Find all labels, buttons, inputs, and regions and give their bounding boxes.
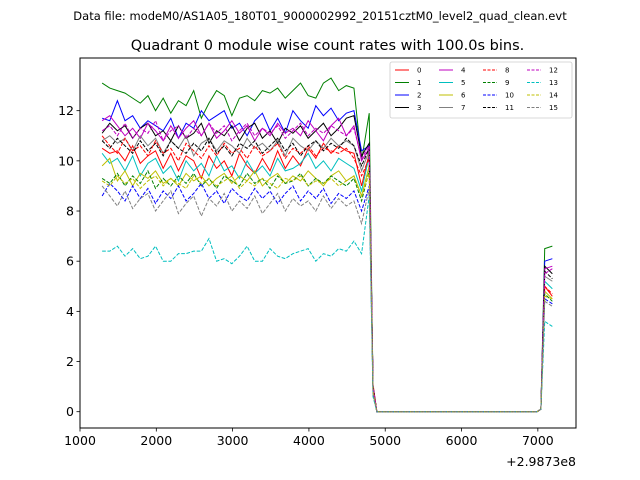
series-line-4 [101, 115, 553, 413]
legend-label-14: 14 [549, 92, 558, 100]
legend-label-11: 11 [505, 104, 514, 112]
series-lines [101, 77, 553, 413]
legend-label-0: 0 [417, 67, 421, 75]
x-axis: 1000 2000 3000 4000 5000 6000 7000 [64, 428, 554, 448]
suptitle: Data file: modeM0/AS1A05_180T01_90000029… [73, 9, 567, 23]
legend-label-15: 15 [549, 104, 558, 112]
y-tick-label: 10 [58, 153, 74, 168]
y-tick-label: 6 [66, 254, 74, 269]
series-line-12 [101, 119, 553, 413]
y-axis: 0 2 4 6 8 10 12 [58, 103, 80, 419]
series-line-7 [101, 134, 553, 413]
legend-label-5: 5 [461, 79, 465, 87]
plot-area-frame [79, 57, 577, 429]
legend-label-1: 1 [417, 79, 421, 87]
y-tick-label: 12 [58, 103, 74, 118]
legend-label-9: 9 [505, 79, 509, 87]
series-line-0 [101, 142, 553, 413]
chart-title: Quadrant 0 module wise count rates with … [131, 38, 525, 54]
x-tick-label: 1000 [64, 433, 96, 448]
x-tick-label: 7000 [522, 433, 554, 448]
series-line-13 [102, 195, 553, 413]
legend-frame [389, 61, 573, 119]
legend-label-6: 6 [461, 92, 466, 100]
legend-label-12: 12 [549, 67, 558, 75]
series-line-8 [101, 135, 553, 413]
series-line-5 [101, 152, 553, 413]
series-line-3 [101, 115, 553, 413]
legend-label-4: 4 [461, 67, 466, 75]
x-tick-label: 6000 [446, 433, 478, 448]
series-line-11 [101, 137, 553, 413]
legend-label-3: 3 [417, 104, 421, 112]
series-line-15 [101, 185, 553, 413]
y-tick-label: 8 [66, 204, 74, 219]
series-line-14 [101, 173, 553, 413]
y-tick-label: 0 [66, 404, 74, 419]
x-tick-label: 2000 [140, 433, 172, 448]
legend-label-10: 10 [505, 92, 514, 100]
y-tick-label: 2 [66, 354, 74, 369]
x-offset-label: +2.9873e8 [506, 454, 576, 469]
series-line-10 [101, 182, 553, 413]
x-tick-label: 4000 [293, 433, 325, 448]
x-tick-label: 3000 [217, 433, 249, 448]
legend-label-7: 7 [461, 104, 465, 112]
legend-label-13: 13 [549, 79, 558, 87]
legend-label-2: 2 [417, 92, 421, 100]
legend-label-8: 8 [505, 67, 509, 75]
y-tick-label: 4 [66, 304, 74, 319]
x-tick-label: 5000 [369, 433, 401, 448]
series-line-9 [101, 169, 553, 413]
